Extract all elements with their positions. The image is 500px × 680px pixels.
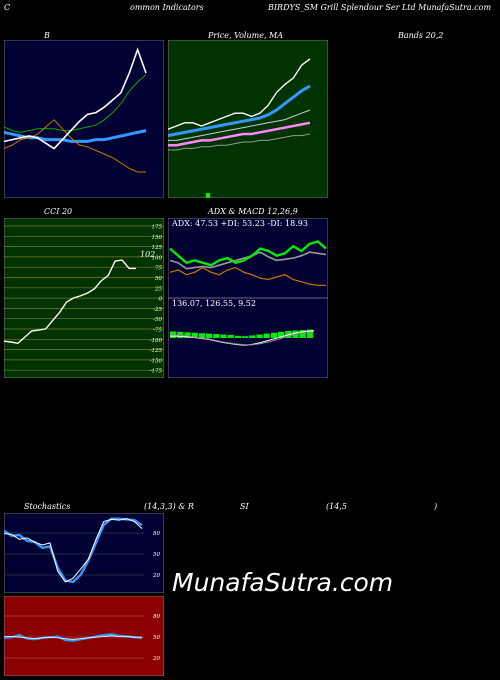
adx-label: ADX & MACD 12,26,9 [208,207,298,216]
bollinger-upper-line [4,74,147,133]
rsi-close: ) [434,502,438,511]
rsi-line [4,633,143,642]
macd-histogram-bar [213,334,220,338]
cci-tick-label: 50 [155,276,162,282]
cci-tick-label: -150 [150,358,163,364]
cci-tick-label: -25 [153,307,162,313]
macd-panel [168,298,328,378]
rsi-params: (14,5 [326,502,347,511]
stoch-tick-label: 20 [152,573,160,579]
rsi-tick-label: 50 [153,635,160,641]
macd-line [170,330,315,346]
macd-histogram-bar [227,334,234,338]
signal-line [170,331,315,346]
rsi-ma-line [4,635,142,640]
header-title: BIRDYS_SM Grill Splendour Ser Ltd Munafa… [268,3,492,12]
macd-histogram-bar [198,333,205,338]
macd-histogram-bar [306,329,313,338]
bollinger-background [4,40,164,198]
stoch-label: Stochastics [24,502,71,511]
ma-10-line [168,109,311,141]
stoch-d-line [4,517,143,584]
adx-values: ADX: 47.53 +DI: 53.23 -DI: 18.93 [172,219,308,228]
macd-histogram-bar [184,332,191,338]
rsi-tick-label: 80 [153,614,160,620]
stoch-tick-label: 80 [153,531,160,537]
macd-histogram-bar [206,333,213,338]
cci-tick-label: 0 [159,297,163,303]
cci-label: CCI 20 [44,207,73,216]
cci-tick-label: 150 [152,235,163,241]
minus-di-line [169,266,326,286]
bollinger-panel [4,40,164,198]
macd-histogram-bar [242,336,249,338]
ma-5-line [168,84,311,138]
macd-histogram-bar [263,333,270,338]
macd-histogram-bar [278,331,285,338]
price-label: Price, Volume, MA [208,31,284,40]
close-line [168,58,311,130]
cci-tick-label: 25 [154,286,162,292]
cci-tick-label: 175 [152,225,163,231]
cci-tick-label: 100 [152,255,163,261]
bands-label: Bands 20,2 [398,31,444,40]
cci-tick-label: -100 [150,338,163,344]
price-line-2 [4,47,147,150]
cci-tick-label: -175 [150,369,163,375]
cci-tick-label: -75 [153,328,162,334]
stoch-tick-label: 50 [153,552,160,558]
bollinger-label: B [44,31,50,40]
macd-values: 136.07, 126.55, 9.52 [172,299,256,308]
macd-histogram-bar [220,334,227,338]
rsi-panel: 80 50 20 [4,596,164,676]
bollinger-lower-line [4,119,146,173]
plus-di-line [169,240,327,267]
macd-histogram-bar [191,332,198,338]
macd-histogram-bar [270,332,277,338]
rsi-background [4,596,164,676]
volume-bar [206,193,210,198]
cci-tick-label: -125 [150,348,163,354]
stoch-params: (14,3,3) & R [144,502,194,511]
ma-50-line [168,133,311,151]
cci-tick-label: -50 [153,317,162,323]
stochastics-background [4,513,164,593]
header-indicators: ommon Indicators [130,3,204,12]
cci-tick-label: 125 [152,245,163,251]
macd-histogram-bar [299,330,306,338]
price-panel [168,40,328,198]
rsi-tick-label: 20 [152,656,160,662]
cci-panel: 175 150 125 100 75 50 25 0 -25 -50 -75 -100 -125 -150… [4,218,164,378]
watermark: MunafaSutra.com [172,568,394,597]
adx-panel [168,218,328,298]
stochastics-panel: 80 50 20 [4,513,164,593]
ma-20-line [168,121,311,147]
cci-tick-label: 75 [155,266,162,272]
header-left: C [4,3,11,12]
rsi-label: SI [240,502,249,511]
cci-value-label: 102 [140,250,155,259]
cci-line [4,259,136,345]
macd-histogram-bar [256,334,263,338]
macd-histogram-bar [249,335,256,338]
macd-histogram-bar [234,335,241,338]
stoch-k-line [4,518,143,583]
